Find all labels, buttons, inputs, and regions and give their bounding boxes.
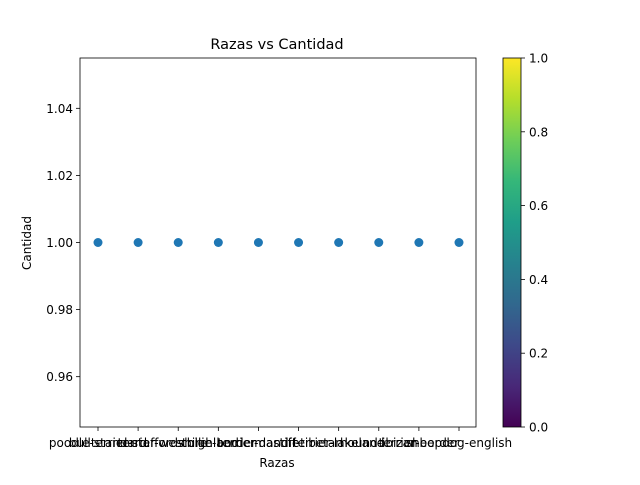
scatter-point bbox=[374, 238, 384, 247]
data-points bbox=[93, 238, 464, 247]
colorbar-tick-label: 0.0 bbox=[529, 421, 548, 435]
x-tick-label: terrier-lakeland bbox=[293, 436, 384, 450]
x-tick-label: terrier-westhighland bbox=[118, 436, 239, 450]
scatter-point bbox=[173, 238, 183, 247]
y-tick-label: 0.96 bbox=[46, 370, 73, 384]
colorbar-tick-label: 0.4 bbox=[529, 273, 548, 287]
colorbar-tick-label: 0.6 bbox=[529, 199, 548, 213]
colorbar-tick-label: 1.0 bbox=[529, 52, 548, 66]
y-axis-label: Cantidad bbox=[20, 216, 34, 270]
scatter-point bbox=[93, 238, 103, 247]
scatter-point bbox=[294, 238, 304, 247]
x-tick-label: collie-border bbox=[181, 436, 256, 450]
y-tick-label: 1.00 bbox=[46, 236, 73, 250]
scatter-point bbox=[133, 238, 143, 247]
colorbar-gradient bbox=[502, 57, 522, 428]
x-tick-label: terrier-border bbox=[379, 436, 460, 450]
scatter-point bbox=[414, 238, 424, 247]
chart-title: Razas vs Cantidad bbox=[210, 37, 343, 53]
colorbar-ticks: 0.0 0.2 0.4 0.6 0.8 1.0 bbox=[521, 52, 548, 435]
x-tick-label: bullterrier-staffordshire bbox=[69, 436, 207, 450]
x-axis-ticks: poodle-standardbullterrier-staffordshire… bbox=[49, 427, 512, 450]
colorbar: 0.0 0.2 0.4 0.6 0.8 1.0 bbox=[502, 52, 548, 435]
colorbar-tick-label: 0.2 bbox=[529, 347, 548, 361]
y-tick-label: 1.04 bbox=[46, 102, 73, 116]
x-tick-label: poodle-standard bbox=[49, 436, 147, 450]
x-tick-label: terrier-dandie bbox=[218, 436, 300, 450]
colorbar-tick-label: 0.8 bbox=[529, 125, 548, 139]
y-axis-ticks: 0.96 0.98 1.00 1.02 1.04 bbox=[46, 102, 80, 384]
x-tick-label: hound-ibizan bbox=[340, 436, 418, 450]
x-axis-label: Razas bbox=[259, 456, 294, 470]
y-tick-label: 1.02 bbox=[46, 169, 73, 183]
scatter-point bbox=[253, 238, 263, 247]
plot-area-frame bbox=[79, 57, 477, 428]
x-tick-label: sheepdog-english bbox=[406, 436, 512, 450]
y-tick-label: 0.98 bbox=[46, 303, 73, 317]
scatter-point bbox=[454, 238, 464, 247]
x-tick-label: mastiff-tibetan bbox=[254, 436, 343, 450]
scatter-point bbox=[334, 238, 344, 247]
scatter-point bbox=[213, 238, 223, 247]
